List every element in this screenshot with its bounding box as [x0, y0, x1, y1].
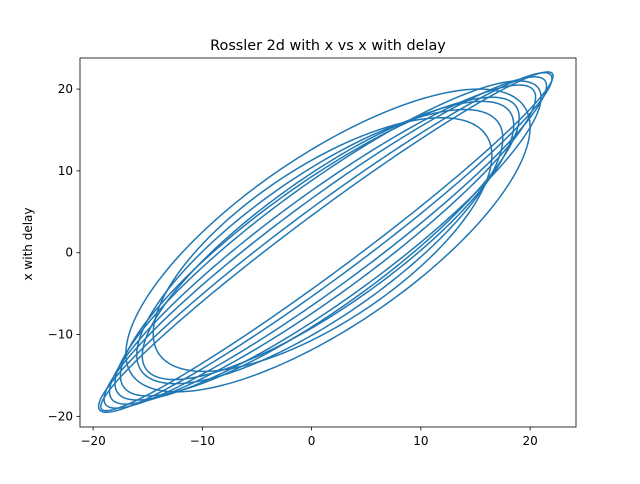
x-tick-label: 0 — [308, 434, 316, 448]
axes-frame — [79, 57, 577, 428]
y-tick-label: 20 — [58, 82, 73, 96]
trajectory-loop — [125, 88, 531, 393]
axes: −20 −10 0 10 20 −20 −10 0 10 20 — [48, 57, 577, 448]
plot-area — [97, 71, 554, 414]
x-tick-label: −10 — [190, 434, 215, 448]
series-line — [97, 71, 554, 414]
x-tick-label: 20 — [522, 434, 537, 448]
trajectory-loop — [97, 71, 553, 414]
y-axis-label: x with delay — [21, 208, 35, 281]
trajectory-loop — [100, 71, 554, 412]
y-tick-label: 10 — [58, 164, 73, 178]
y-tick-label: −20 — [48, 409, 73, 423]
x-tick-label: 10 — [413, 434, 428, 448]
chart-title: Rossler 2d with x vs x with delay — [210, 38, 446, 54]
y-tick-label: −10 — [48, 328, 73, 342]
y-tick-label: 0 — [65, 246, 73, 260]
x-tick-label: −20 — [80, 434, 105, 448]
